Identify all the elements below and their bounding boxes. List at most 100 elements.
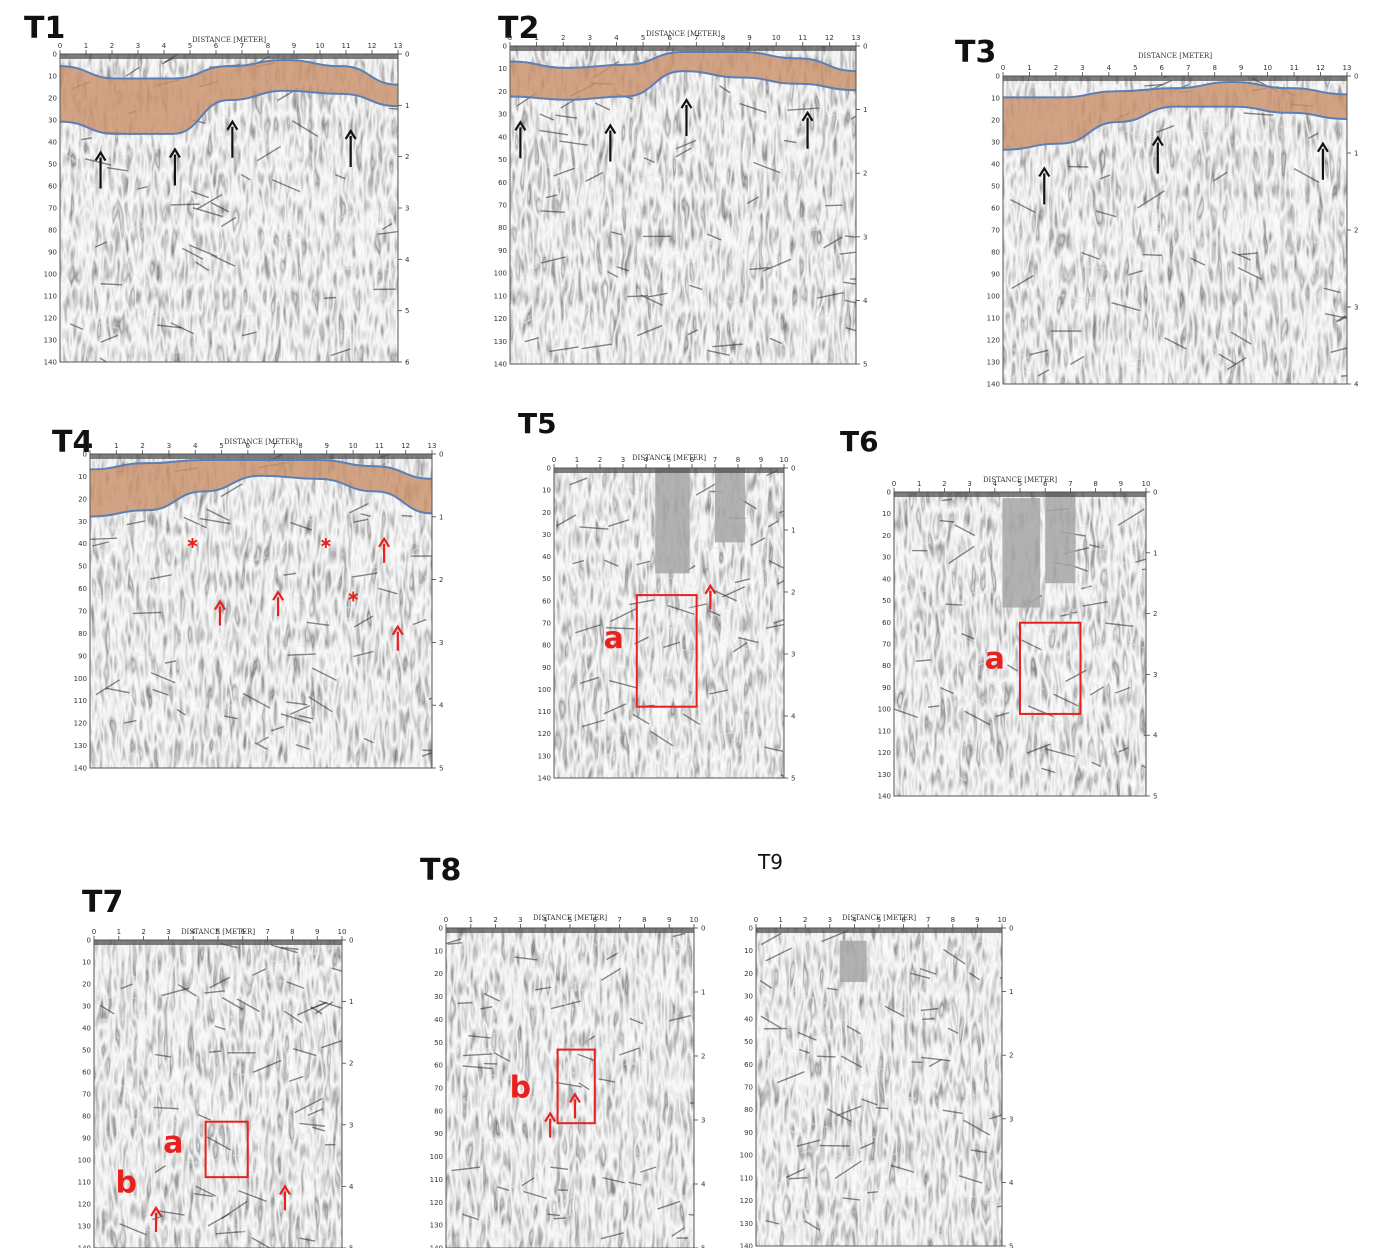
- reflection-streak: [483, 992, 501, 1002]
- reflection-streak: [1128, 270, 1143, 276]
- y-tick-label-right: 3: [791, 651, 795, 659]
- reflection-streak: [402, 723, 426, 737]
- reflection-streak: [593, 575, 616, 590]
- panel-title: T4: [52, 425, 94, 460]
- reflection-streak: [660, 625, 680, 632]
- y-tick-label-left: 130: [538, 752, 551, 760]
- reflection-streak: [985, 1200, 1002, 1205]
- asterisk-marker-icon: ∗: [186, 533, 199, 552]
- reflection-streak: [1049, 719, 1065, 727]
- layer-bottom-boundary: [60, 89, 398, 135]
- reflection-streak: [799, 1048, 810, 1054]
- reflection-streak: [295, 743, 311, 750]
- reflection-streak: [567, 165, 597, 175]
- reflection-streak: [636, 560, 651, 566]
- y-tick-label-right: 2: [863, 170, 867, 178]
- reflection-streak: [594, 102, 611, 111]
- reflection-streak: [195, 1185, 216, 1197]
- reflection-streak: [640, 294, 663, 306]
- reflection-streak: [94, 241, 107, 248]
- attenuated-zone: [1045, 492, 1076, 584]
- black-arrow-icon: [1151, 135, 1164, 174]
- asterisk-marker-icon: ∗: [319, 533, 332, 552]
- reflection-streak: [217, 655, 240, 661]
- reflection-streak: [999, 977, 1002, 979]
- x-tick-label: 1: [114, 442, 118, 450]
- reflection-streak: [204, 990, 226, 994]
- x-tick-label: 10: [349, 442, 358, 450]
- reflection-streak: [271, 725, 285, 732]
- y-tick-label-right: 2: [1009, 1052, 1013, 1060]
- reflection-streak: [668, 622, 689, 632]
- reflection-streak: [196, 193, 223, 210]
- reflection-streak: [704, 565, 715, 570]
- reflection-streak: [834, 1160, 862, 1180]
- reflection-streak: [1089, 686, 1104, 696]
- reflection-streak: [129, 225, 148, 229]
- y-tick-label-left: 90: [82, 1135, 91, 1143]
- reflection-streak: [357, 510, 383, 520]
- reflection-streak: [553, 1217, 566, 1220]
- y-tick-label-left: 60: [991, 205, 1000, 213]
- x-tick-label: 2: [141, 928, 145, 936]
- reflection-streak: [844, 299, 856, 304]
- y-tick-label-left: 140: [430, 1245, 443, 1248]
- reflection-streak: [555, 114, 578, 119]
- reflection-streak: [841, 1055, 863, 1068]
- reflection-streak: [1144, 83, 1163, 87]
- reflection-streak: [318, 179, 339, 190]
- reflection-streak: [805, 228, 833, 232]
- reflection-streak: [153, 1106, 179, 1110]
- reflection-streak: [635, 1152, 661, 1165]
- y-tick-label-left: 60: [434, 1062, 443, 1070]
- reflection-streak: [446, 938, 462, 945]
- reflection-streak: [170, 322, 195, 335]
- reflection-streak: [1029, 687, 1045, 693]
- y-tick-label-left: 70: [78, 608, 87, 616]
- reflection-streak: [163, 259, 183, 268]
- x-tick-label: 1: [1027, 64, 1031, 72]
- reflection-streak: [650, 730, 674, 747]
- reflection-streak: [168, 511, 200, 518]
- reflection-streak: [288, 1075, 304, 1083]
- reflection-streak: [312, 1126, 326, 1132]
- reflection-streak: [252, 968, 267, 977]
- x-tick-label: 9: [1239, 64, 1243, 72]
- reflection-streak: [1118, 560, 1146, 564]
- reflection-streak: [136, 218, 149, 222]
- y-tick-label-right: 5: [349, 1245, 353, 1248]
- y-tick-label-right: 0: [791, 465, 795, 473]
- x-tick-label: 2: [942, 480, 946, 488]
- reflection-streak: [773, 537, 784, 542]
- anomaly-box: [556, 1048, 596, 1125]
- reflection-streak: [955, 775, 967, 782]
- y-tick-label-right: 5: [791, 775, 795, 783]
- y-tick-label-left: 110: [78, 1179, 91, 1187]
- reflection-streak: [209, 1050, 222, 1053]
- y-tick-label-left: 70: [744, 1084, 753, 1092]
- reflection-streak: [260, 957, 291, 966]
- reflection-streak: [707, 233, 722, 241]
- reflection-streak: [915, 659, 932, 662]
- x-tick-label: 6: [901, 916, 906, 924]
- y-tick-label-left: 90: [498, 247, 507, 255]
- y-tick-label-left: 100: [740, 1152, 753, 1160]
- reflection-streak: [813, 1027, 838, 1038]
- y-tick-label-left: 100: [44, 271, 57, 279]
- reflection-streak: [214, 595, 229, 601]
- reflection-streak: [236, 998, 260, 1013]
- reflection-streak: [765, 1219, 780, 1225]
- reflection-streak: [353, 650, 374, 658]
- anomaly-box: [1019, 621, 1082, 715]
- reflection-streak: [84, 158, 112, 166]
- y-tick-label-right: 0: [863, 43, 867, 51]
- black-arrow-icon: [680, 97, 693, 137]
- red-arrow-icon: [704, 583, 717, 610]
- reflection-streak: [125, 66, 140, 77]
- reflection-streak: [219, 213, 234, 216]
- reflection-streak: [220, 745, 237, 754]
- reflection-streak: [730, 738, 746, 744]
- x-tick-label: 6: [214, 42, 219, 50]
- reflection-streak: [207, 1213, 230, 1227]
- y-tick-label-left: 50: [882, 597, 891, 605]
